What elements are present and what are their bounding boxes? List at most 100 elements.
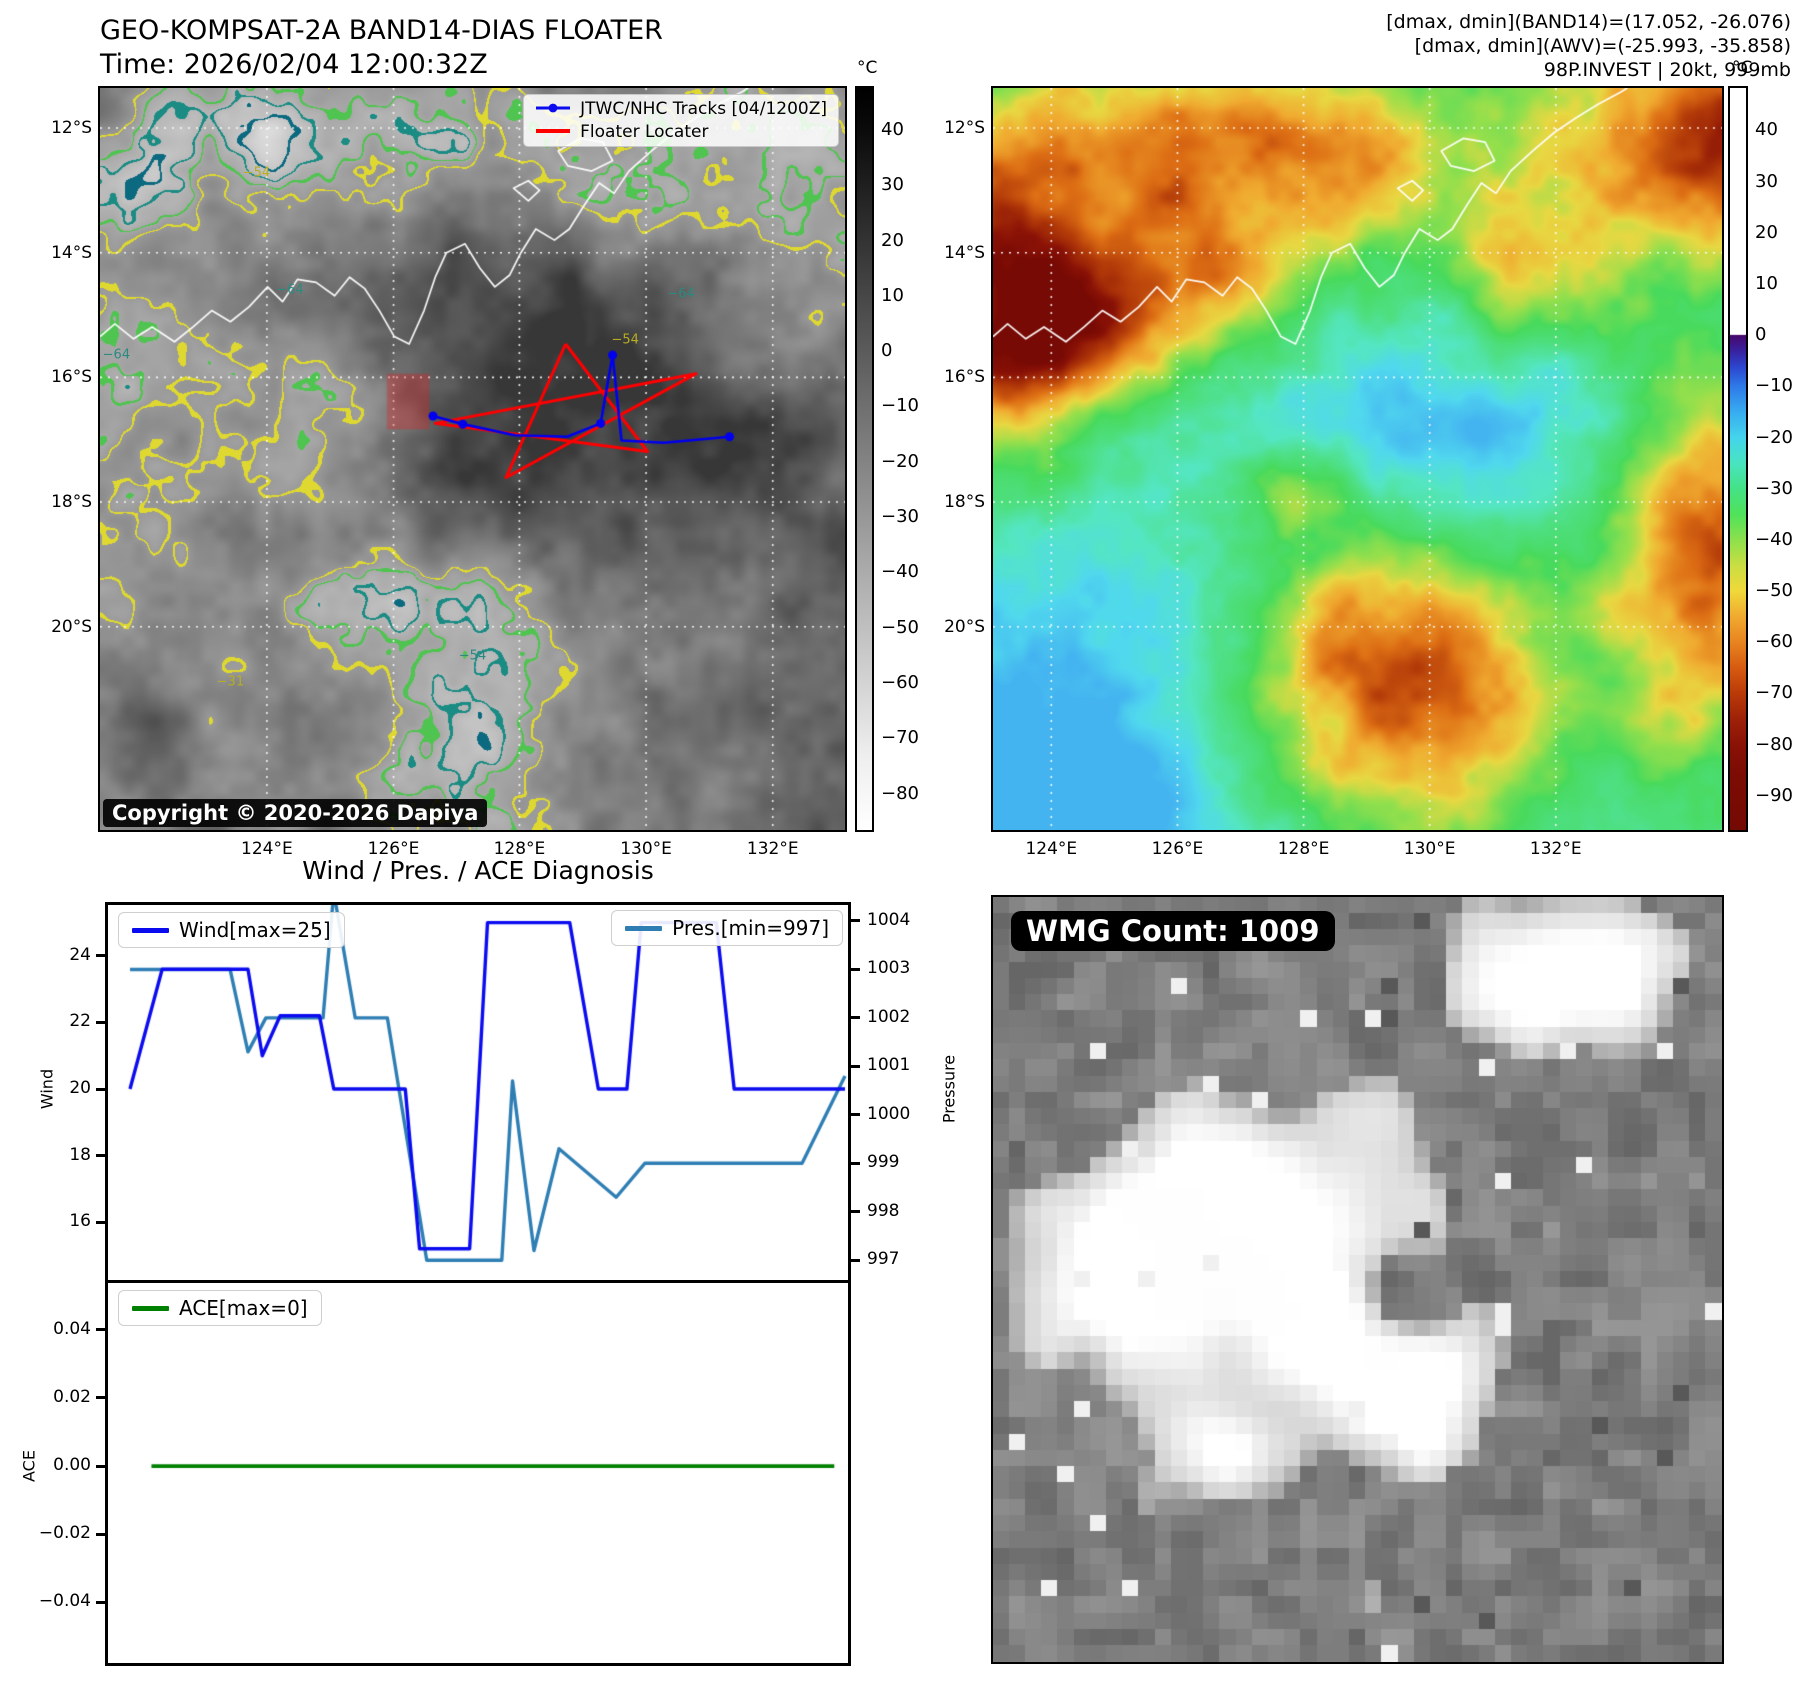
wind-tick-mark [96,954,108,958]
lat-tick-label: 12°S [944,118,985,139]
awv-header-line1: [dmax, dmin](BAND14)=(17.052, -26.076) [1386,11,1791,33]
band14-map-panel: JTWC/NHC Tracks [04/1200Z] Floater Locat… [98,86,847,832]
ace-tick-label: 0.04 [53,1318,91,1339]
legend-floater-label: Floater Locater [580,122,709,142]
lon-tick-label: 132°E [746,839,799,859]
colorbar-tick-label: 40 [881,119,904,141]
ace-tick-mark [96,1396,108,1400]
pressure-tick-mark [848,967,860,971]
pressure-tick-label: 1002 [867,1006,911,1027]
lat-tick-label: 20°S [51,616,92,637]
colorbar-tick-label: 30 [1755,170,1778,192]
lat-tick-label: 20°S [944,616,985,637]
pressure-tick-label: 999 [867,1152,900,1173]
lat-tick-label: 18°S [51,492,92,513]
ace-tick-mark [96,1328,108,1332]
colorbar-tick-label: −80 [1755,733,1793,755]
colorbar-tick-label: 0 [1755,324,1767,346]
wind-tick-label: 22 [69,1011,91,1032]
ace-legend: ACE[max=0] [118,1290,322,1326]
lat-tick-label: 12°S [51,118,92,139]
contour-label: −64 [102,347,131,363]
colorbar-tick-label: 20 [1755,221,1778,243]
contour-label: −54 [242,165,271,181]
band14-colorbar-unit: °C [857,58,878,78]
contour-label: −64 [667,286,695,302]
pressure-tick-label: 997 [867,1249,900,1270]
pressure-legend-label: Pres.[min=997] [672,916,829,940]
colorbar-tick-label: 0 [881,340,893,362]
colorbar-tick-label: −70 [881,727,919,749]
colorbar-tick-label: −70 [1755,682,1793,704]
wind-tick-mark [96,1087,108,1091]
colorbar-tick-label: −30 [881,506,919,528]
wmg-panel: WMG Count: 1009 [991,895,1724,1664]
lon-tick-label: 130°E [620,839,672,859]
colorbar-tick-label: −90 [1755,784,1793,806]
band14-colorbar [855,86,874,832]
lat-tick-label: 14°S [51,242,92,263]
wind-line-symbol [132,927,169,933]
pressure-line-symbol [625,925,663,931]
colorbar-tick-label: 10 [881,284,904,306]
pressure-tick-mark [848,1210,860,1214]
ace-tick-label: −0.04 [38,1591,91,1612]
legend-track-row: JTWC/NHC Tracks [04/1200Z] [535,99,827,119]
wind-tick-mark [96,1220,108,1224]
colorbar-tick-label: −10 [1755,375,1793,397]
ace-line-symbol [132,1305,169,1311]
wind-pressure-canvas [108,905,848,1283]
ace-tick-label: 0.00 [53,1455,91,1476]
pressure-tick-mark [848,1258,860,1262]
lon-tick-label: 128°E [1277,839,1330,859]
ace-plot: ACE[max=0] [105,1280,851,1666]
lon-tick-label: 124°E [1025,839,1078,859]
colorbar-tick-label: −80 [881,782,919,804]
band14-title: GEO-KOMPSAT-2A BAND14-DIAS FLOATER Time:… [100,14,663,82]
ace-tick-mark [96,1464,108,1468]
wind-tick-label: 16 [69,1211,91,1232]
ace-legend-label: ACE[max=0] [179,1296,308,1320]
wind-tick-label: 24 [69,944,91,965]
ace-tick-mark [96,1532,108,1536]
copyright-badge: Copyright © 2020-2026 Dapiya [103,799,488,827]
pressure-tick-label: 998 [867,1200,900,1221]
colorbar-tick-label: 10 [1755,272,1778,294]
lon-tick-label: 130°E [1403,839,1456,859]
colorbar-tick-label: 30 [881,174,904,196]
diagnosis-title: Wind / Pres. / ACE Diagnosis [302,856,654,885]
colorbar-tick-label: −30 [1755,477,1793,499]
lon-tick-label: 126°E [1151,839,1204,859]
ace-tick-label: −0.02 [38,1523,91,1544]
legend-track-label: JTWC/NHC Tracks [04/1200Z] [580,99,827,119]
wind-tick-label: 18 [69,1144,91,1165]
lat-tick-label: 14°S [944,242,985,263]
colorbar-tick-label: −40 [881,561,919,583]
ace-canvas [108,1283,848,1663]
wind-tick-label: 20 [69,1078,91,1098]
colorbar-tick-label: −20 [881,450,919,472]
awv-satellite-canvas [993,88,1722,830]
wind-tick-mark [96,1020,108,1024]
colorbar-tick-label: 20 [881,229,904,251]
awv-map-panel [991,86,1724,832]
awv-header: [dmax, dmin](BAND14)=(17.052, -26.076) [… [1386,10,1791,82]
lon-tick-label: 124°E [241,839,293,859]
colorbar-tick-label: −10 [881,395,919,417]
floater-line-symbol [535,122,571,142]
ace-tick-label: 0.02 [53,1386,91,1407]
wind-legend-label: Wind[max=25] [179,918,331,942]
contour-label: −54 [611,332,639,348]
pressure-tick-mark [848,919,860,923]
band14-legend: JTWC/NHC Tracks [04/1200Z] Floater Locat… [523,94,839,147]
pressure-tick-label: 1001 [867,1055,911,1076]
pressure-tick-mark [848,1064,860,1068]
lon-tick-label: 128°E [493,839,546,859]
colorbar-tick-label: −50 [881,616,919,638]
lat-tick-label: 16°S [944,367,985,388]
pressure-tick-label: 1004 [867,909,911,930]
awv-header-line3: 98P.INVEST | 20kt, 999mb [1543,59,1791,81]
track-line-symbol [535,99,571,119]
awv-colorbar-unit: °C [1732,58,1753,78]
colorbar-tick-label: −50 [1755,580,1793,602]
